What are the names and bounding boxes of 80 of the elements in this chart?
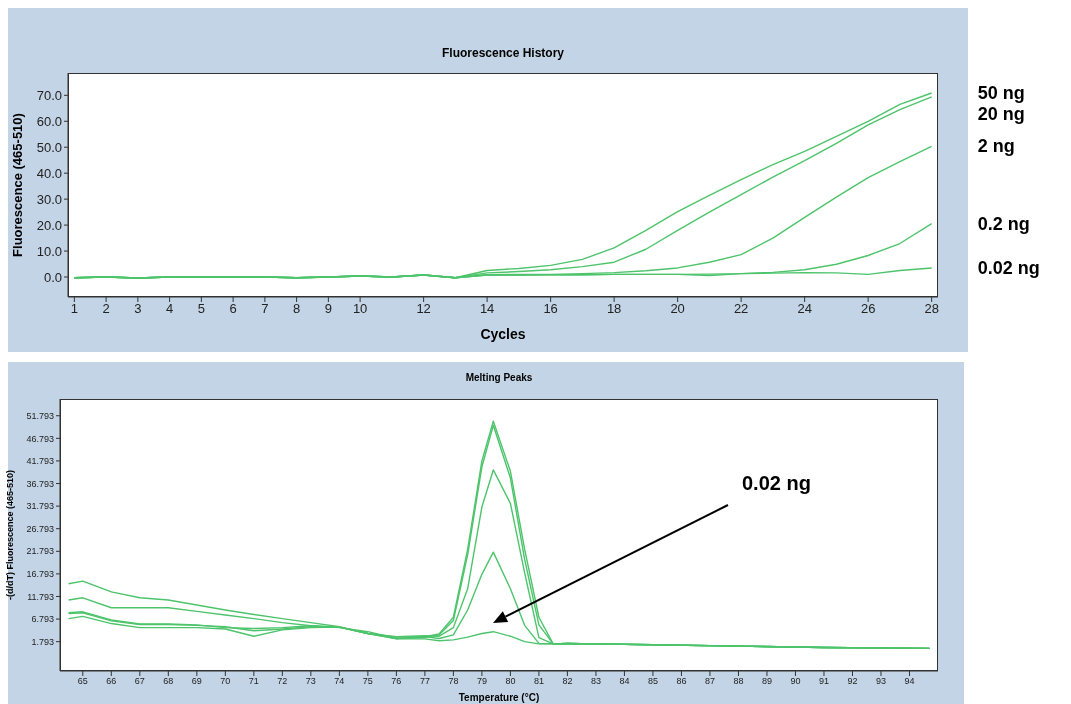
- x-tick-label: 67: [134, 676, 145, 687]
- x-tick-label: 65: [77, 676, 88, 687]
- x-tick-label: 80: [505, 676, 516, 687]
- x-tick-label: 7: [261, 301, 269, 317]
- y-tick-label: 0.0: [43, 269, 62, 285]
- x-tick-label: 68: [163, 676, 174, 687]
- x-tick-label: 76: [391, 676, 402, 687]
- x-tick-label: 6: [229, 301, 237, 317]
- x-tick-label: 9: [324, 301, 332, 317]
- x-tick-label: 81: [533, 676, 544, 687]
- x-tick-label: 3: [134, 301, 142, 317]
- x-tick-label: 78: [448, 676, 459, 687]
- x-tick-label: 22: [733, 301, 749, 317]
- x-tick-label: 87: [704, 676, 715, 687]
- x-tick-label: 8: [293, 301, 301, 317]
- y-tick-label: 21.793: [26, 546, 54, 557]
- x-tick-label: 90: [790, 676, 801, 687]
- x-tick-label: 2: [102, 301, 110, 317]
- y-tick-label: 1.793: [31, 636, 54, 647]
- x-tick-label: 4: [165, 301, 174, 317]
- y-tick-label: 30.0: [36, 191, 62, 207]
- x-tick-label: 85: [647, 676, 658, 687]
- y-tick-label: 31.793: [26, 501, 54, 512]
- chart-title: Fluorescence History: [440, 46, 565, 60]
- y-tick-label: 20.0: [36, 217, 62, 233]
- x-tick-label: 77: [419, 676, 430, 687]
- annotation: 0.02 ng: [742, 472, 811, 495]
- y-tick-label: 50.0: [36, 139, 62, 155]
- y-tick-label: 70.0: [36, 87, 62, 103]
- x-tick-label: 12: [416, 301, 431, 317]
- text: 50 ng: [977, 82, 1025, 103]
- text: 0.2 ng: [977, 213, 1030, 234]
- x-tick-label: 69: [191, 676, 202, 687]
- x-tick-label: 88: [733, 676, 744, 687]
- x-tick-label: 28: [924, 301, 939, 317]
- x-tick-label: 70: [220, 676, 231, 687]
- x-tick-label: 93: [875, 676, 886, 687]
- y-tick-label: 46.793: [26, 433, 54, 444]
- x-tick-label: 18: [606, 301, 622, 317]
- x-tick-label: 5: [197, 301, 205, 317]
- x-tick-label: 10: [352, 301, 368, 317]
- x-tick-label: 86: [676, 676, 687, 687]
- y-tick-label: 41.793: [26, 456, 54, 467]
- y-tick-label: 6.793: [31, 614, 54, 625]
- y-tick-label: 51.793: [26, 410, 54, 421]
- x-tick-label: 94: [904, 676, 915, 687]
- y-tick-label: 16.793: [26, 569, 54, 580]
- x-tick-label: 91: [818, 676, 829, 687]
- x-tick-label: 26: [860, 301, 876, 317]
- y-axis-title: Fluorescence (465-510): [10, 113, 25, 257]
- y-tick-label: 60.0: [36, 113, 62, 129]
- y-tick-label: 26.793: [26, 523, 54, 534]
- x-tick-label: 84: [619, 676, 630, 687]
- chart-title: Melting Peaks: [464, 372, 534, 383]
- y-tick-label: 40.0: [36, 165, 62, 181]
- x-tick-label: 92: [847, 676, 858, 687]
- x-tick-label: 16: [543, 301, 558, 317]
- x-tick-label: 89: [761, 676, 772, 687]
- x-axis-title: Cycles: [480, 326, 526, 342]
- x-tick-label: 82: [562, 676, 573, 687]
- y-tick-label: 36.793: [26, 478, 54, 489]
- x-tick-label: 83: [590, 676, 601, 687]
- x-tick-label: 75: [362, 676, 373, 687]
- text: 0.02 ng: [977, 257, 1040, 278]
- x-tick-label: 72: [277, 676, 288, 687]
- x-tick-label: 66: [106, 676, 117, 687]
- y-tick-label: 10.0: [36, 243, 62, 259]
- x-axis-title: Temperature (°C): [458, 692, 540, 703]
- text: 2 ng: [977, 136, 1015, 157]
- x-tick-label: 71: [248, 676, 259, 687]
- y-tick-label: 11.793: [27, 591, 54, 602]
- x-tick-label: 24: [797, 301, 812, 317]
- x-tick-label: 14: [479, 301, 495, 317]
- x-tick-label: 79: [476, 676, 487, 687]
- x-tick-label: 73: [305, 676, 316, 687]
- y-axis-title: -(d/dT) Fluorescence (465-510): [5, 469, 15, 601]
- text: 20 ng: [977, 103, 1025, 124]
- x-tick-label: 74: [334, 676, 345, 687]
- x-tick-label: 1: [70, 301, 78, 317]
- x-tick-label: 20: [670, 301, 685, 317]
